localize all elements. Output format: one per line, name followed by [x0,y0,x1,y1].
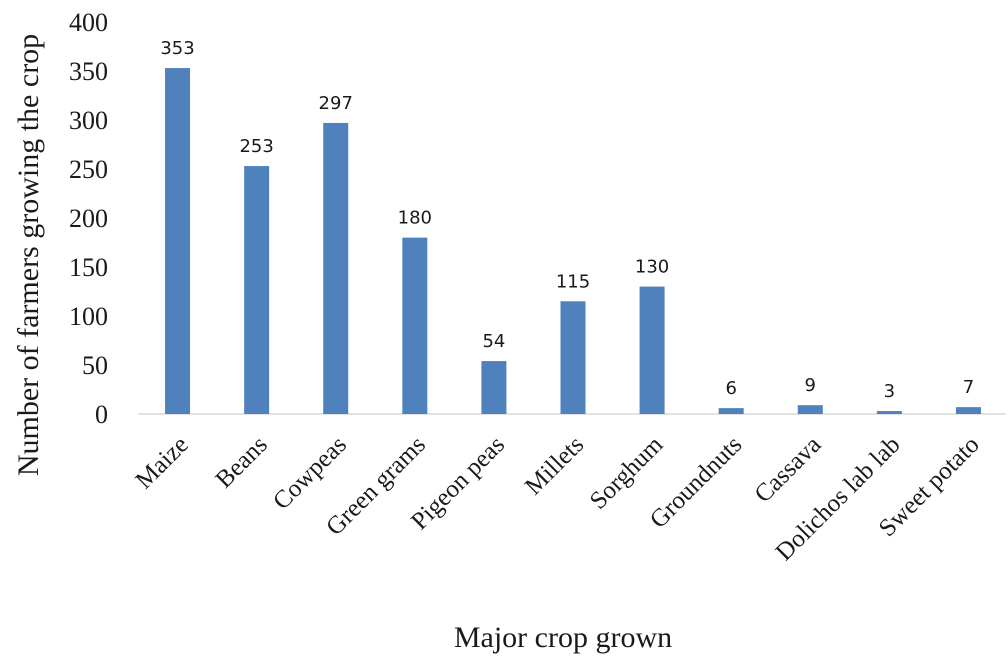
y-tick-label: 150 [69,253,108,282]
x-axis-title: Major crop grown [454,621,672,654]
data-labels-group: 353 253 297 180 54 115 130 6 9 3 7 [160,38,974,402]
category-label: Beans [211,431,273,493]
bar [718,408,744,414]
y-tick-label: 300 [69,106,108,135]
data-label: 130 [635,257,669,278]
bar [955,407,981,414]
y-tick-label: 200 [69,204,108,233]
data-label: 180 [398,208,432,229]
data-label: 253 [239,136,273,157]
bar [481,361,507,414]
bar [323,122,349,414]
data-label: 54 [482,331,505,352]
data-label: 3 [884,381,895,402]
data-label: 7 [963,377,974,398]
bar [797,405,823,414]
y-tick-label: 50 [82,351,108,380]
y-tick-label: 0 [95,400,108,429]
category-label: Cassava [749,431,826,508]
category-label: Millets [520,431,589,500]
y-tick-label: 350 [69,57,108,86]
data-label: 115 [556,271,590,292]
category-label: Maize [131,431,194,494]
bars-group [165,68,981,414]
y-tick-label: 100 [69,302,108,331]
bar [244,166,270,414]
data-label: 297 [319,93,353,114]
data-label: 9 [805,375,816,396]
bar [639,286,665,414]
bar [876,411,902,414]
bar [402,237,428,414]
bar [560,301,586,414]
y-tick-label: 400 [69,8,108,37]
y-tick-label: 250 [69,155,108,184]
data-label: 353 [160,38,194,59]
data-label: 6 [725,378,736,399]
y-axis-title: Number of farmers growing the crop [12,34,45,476]
bar [165,68,191,414]
y-axis-ticks: 0 50 100 150 200 250 300 350 400 [69,8,108,429]
